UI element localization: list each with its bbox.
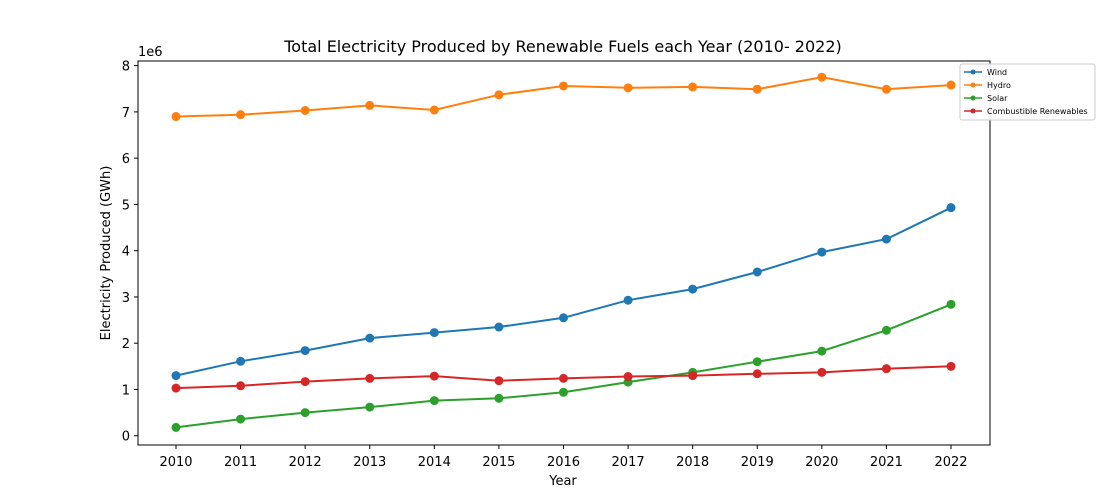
- data-point-combustible-renewables: [429, 371, 439, 381]
- data-point-wind: [365, 333, 375, 343]
- data-point-wind: [688, 284, 698, 294]
- legend-marker-combustible-renewables: [970, 108, 976, 114]
- data-point-combustible-renewables: [365, 373, 375, 383]
- data-point-hydro: [817, 72, 827, 82]
- data-point-wind: [817, 247, 827, 257]
- x-tick-label: 2011: [224, 455, 257, 470]
- series-line-wind: [175, 206, 952, 377]
- legend-marker-wind: [970, 69, 976, 75]
- data-point-combustible-renewables: [171, 383, 181, 393]
- data-point-wind: [494, 322, 504, 332]
- data-point-combustible-renewables: [946, 361, 956, 371]
- data-point-combustible-renewables: [817, 367, 827, 377]
- x-tick-label: 2020: [805, 455, 838, 470]
- data-point-wind: [752, 267, 762, 277]
- x-tick-label: 2015: [482, 455, 515, 470]
- series-line-solar: [175, 303, 952, 429]
- data-point-wind: [881, 234, 891, 244]
- legend: Wind Hydro Solar Combustible Renewables: [959, 63, 1096, 121]
- y-tick-label: 2: [122, 337, 130, 352]
- y-tick-label: 3: [122, 291, 130, 306]
- data-point-wind: [623, 295, 633, 305]
- x-tick-label: 2022: [934, 455, 967, 470]
- data-point-solar: [365, 402, 375, 412]
- data-point-solar: [946, 299, 956, 309]
- data-point-combustible-renewables: [300, 377, 310, 387]
- data-point-wind: [236, 356, 246, 366]
- data-point-hydro: [752, 84, 762, 94]
- y-offset-label: 1e6: [138, 45, 163, 60]
- data-point-hydro: [300, 106, 310, 116]
- data-point-wind: [429, 328, 439, 338]
- x-tick-label: 2014: [418, 455, 451, 470]
- data-point-solar: [559, 387, 568, 397]
- x-tick-label: 2017: [612, 455, 645, 470]
- data-point-combustible-renewables: [494, 376, 504, 386]
- x-tick-label: 2010: [159, 455, 192, 470]
- data-point-hydro: [494, 90, 504, 100]
- x-tick-label: 2012: [289, 455, 322, 470]
- data-point-hydro: [236, 110, 246, 120]
- data-point-combustible-renewables: [881, 364, 891, 374]
- data-point-solar: [300, 408, 310, 418]
- x-tick-label: 2013: [353, 455, 386, 470]
- x-tick-label: 2016: [547, 455, 580, 470]
- x-axis-label: Year: [548, 474, 577, 489]
- data-point-hydro: [881, 84, 891, 94]
- legend-frame: [959, 63, 1096, 121]
- x-tick-label: 2018: [676, 455, 709, 470]
- data-point-hydro: [623, 83, 633, 93]
- y-tick-label: 4: [122, 245, 130, 260]
- series-layer: [171, 72, 956, 432]
- data-point-solar: [494, 393, 504, 403]
- y-tick-label: 8: [122, 60, 130, 75]
- x-tick-label: 2021: [870, 455, 903, 470]
- data-point-solar: [236, 414, 246, 424]
- plot-frame: [137, 60, 991, 446]
- data-point-solar: [817, 346, 827, 356]
- y-axis-label: Electricity Produced (GWh): [99, 166, 114, 341]
- y-tick-label: 1: [122, 383, 130, 398]
- data-point-solar: [881, 325, 891, 335]
- x-axis: 2010 2011 2012 2013 2014 2015 2016 2017 2018 2019…: [159, 445, 968, 470]
- data-point-combustible-renewables: [752, 369, 762, 379]
- data-point-solar: [429, 396, 439, 406]
- data-point-combustible-renewables: [688, 371, 698, 381]
- data-point-hydro: [559, 81, 568, 91]
- y-tick-label: 0: [122, 430, 130, 445]
- y-tick-label: 6: [122, 152, 130, 167]
- data-point-wind: [559, 313, 568, 323]
- legend-label-wind: Wind: [987, 68, 1007, 77]
- data-point-wind: [300, 346, 310, 356]
- data-point-hydro: [365, 100, 375, 110]
- data-point-hydro: [688, 82, 698, 92]
- data-point-combustible-renewables: [623, 372, 633, 382]
- legend-marker-hydro: [970, 82, 976, 88]
- legend-label-solar: Solar: [987, 94, 1008, 103]
- legend-label-combustible-renewables: Combustible Renewables: [987, 107, 1088, 116]
- data-point-solar: [171, 422, 181, 432]
- legend-marker-solar: [970, 95, 976, 101]
- data-point-solar: [752, 357, 762, 367]
- data-point-wind: [171, 371, 181, 381]
- legend-label-hydro: Hydro: [987, 81, 1011, 90]
- chart-title: Total Electricity Produced by Renewable …: [283, 37, 842, 56]
- y-tick-label: 7: [122, 106, 130, 121]
- data-point-combustible-renewables: [236, 381, 246, 391]
- data-point-wind: [946, 203, 956, 213]
- data-point-hydro: [946, 80, 956, 90]
- y-axis: 0 1 2 3 4 5 6 7 8: [122, 60, 138, 445]
- x-tick-label: 2019: [741, 455, 774, 470]
- plot-area: [137, 60, 991, 446]
- data-point-hydro: [171, 112, 181, 122]
- y-tick-label: 5: [122, 198, 130, 213]
- data-point-hydro: [429, 105, 439, 115]
- data-point-combustible-renewables: [559, 373, 568, 383]
